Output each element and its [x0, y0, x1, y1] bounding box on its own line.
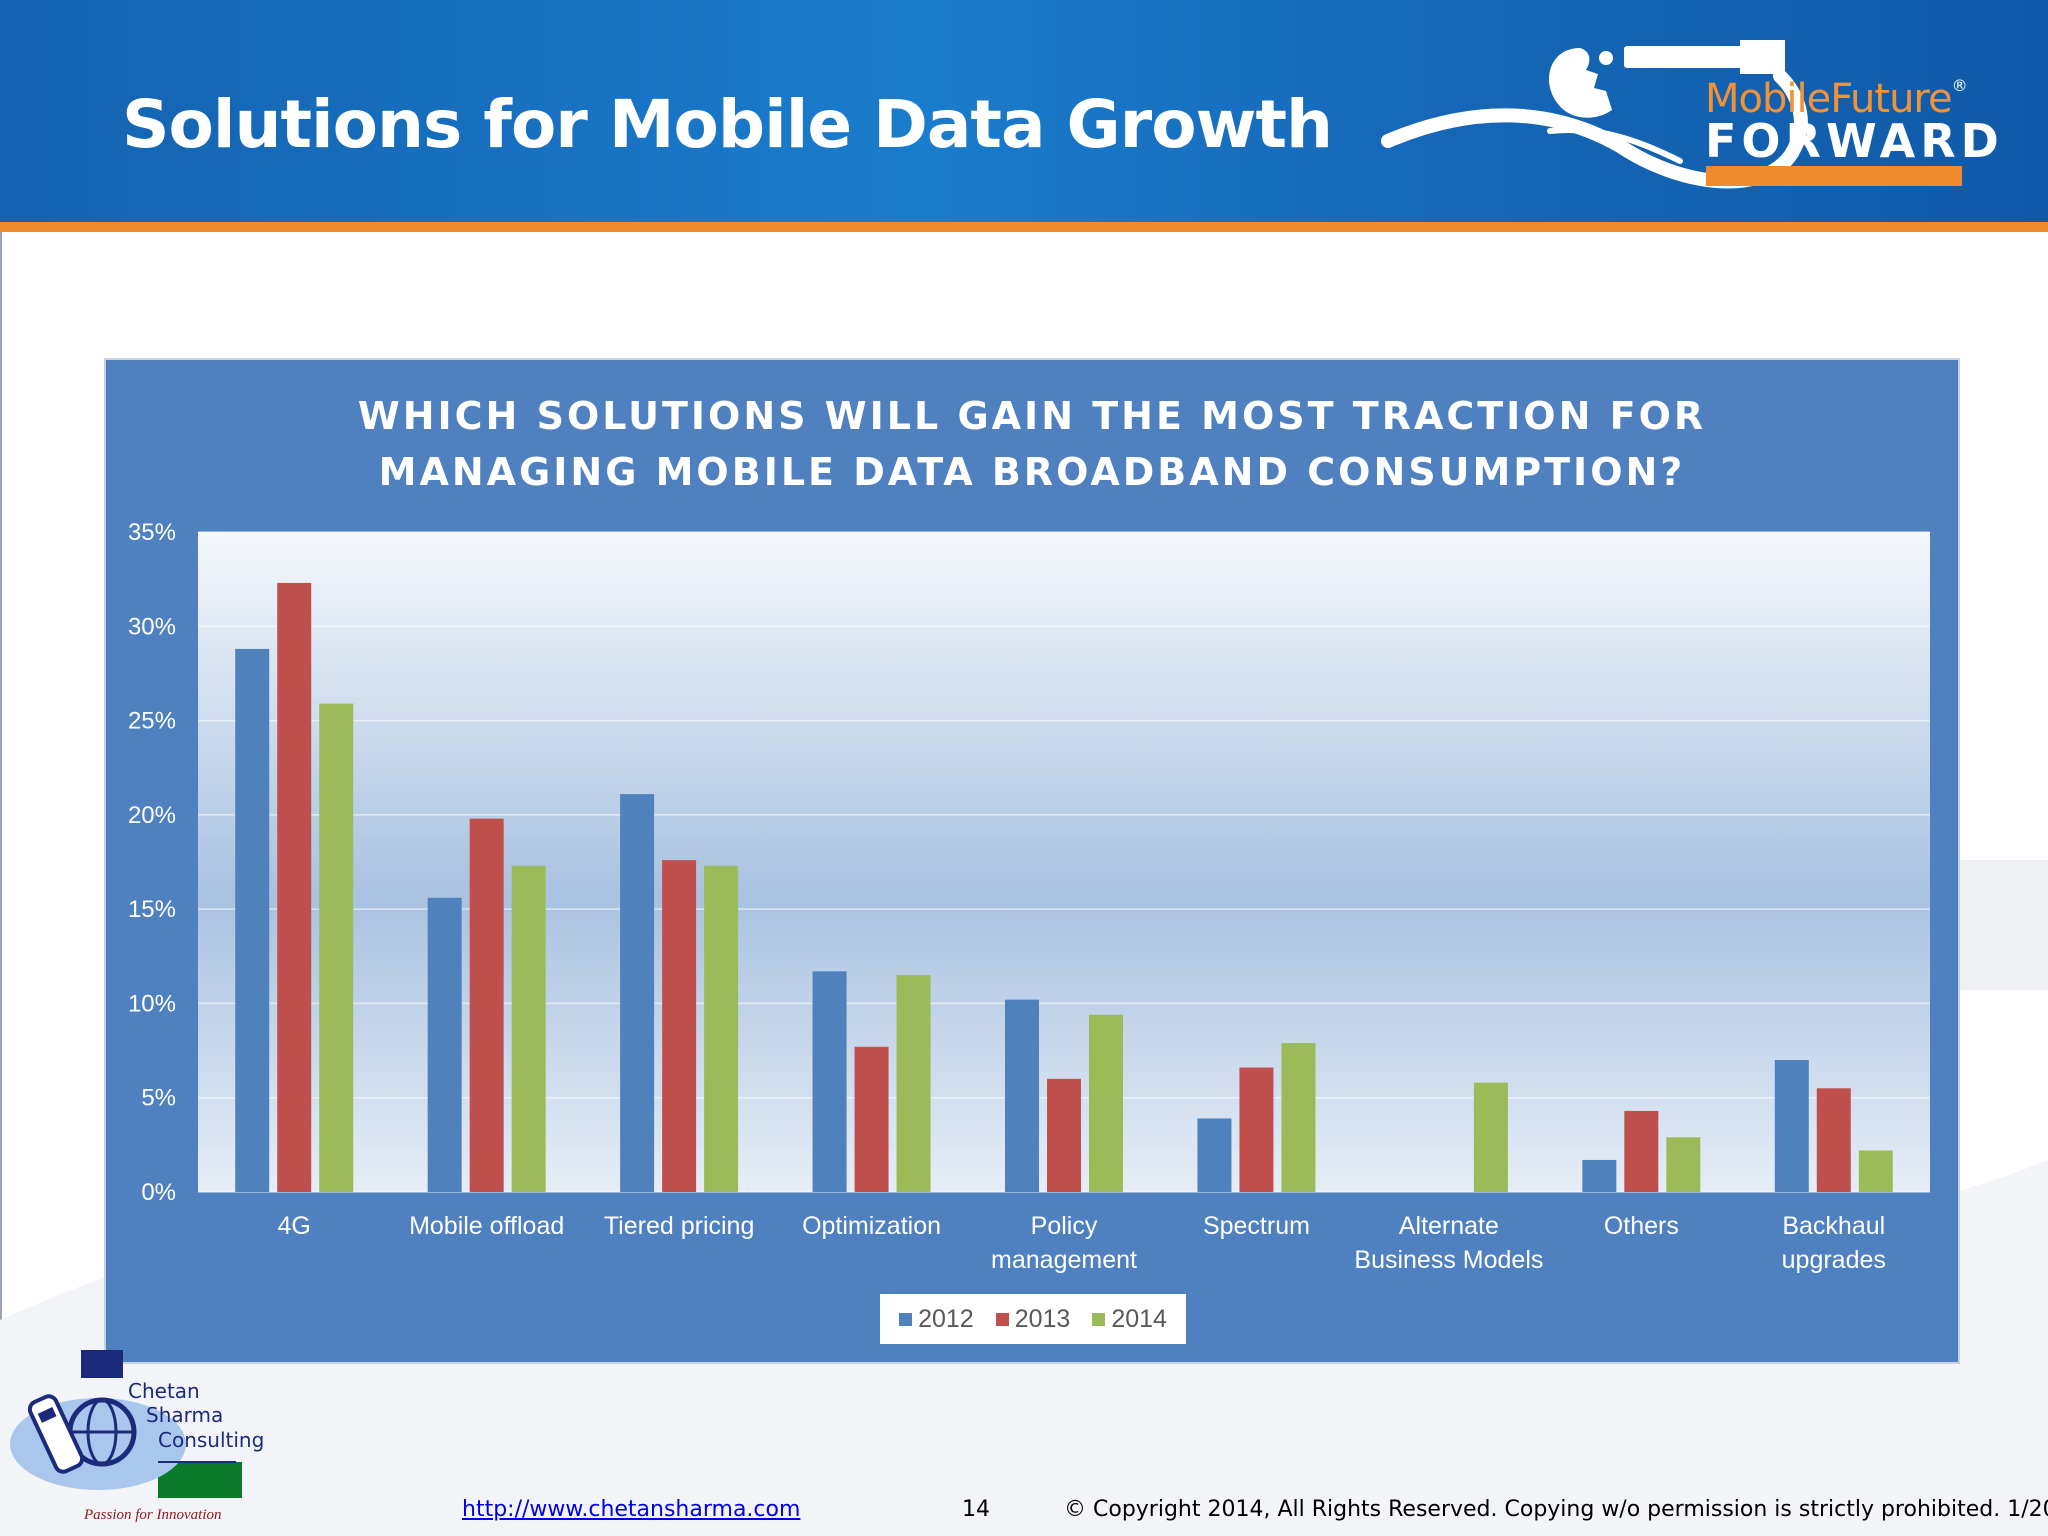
slide-left-border	[0, 232, 2, 1362]
bar-2012	[235, 648, 270, 1192]
bar-2014	[1473, 1082, 1508, 1192]
swoosh-tail-icon	[1547, 127, 1683, 164]
bar-2014	[1666, 1137, 1701, 1192]
chart-title-line-2: MANAGING MOBILE DATA BROADBAND CONSUMPTI…	[378, 450, 1686, 494]
bar-2013	[1624, 1110, 1659, 1192]
bar-2014	[704, 865, 739, 1192]
logo-orange-bar	[1706, 166, 1962, 186]
x-category-label: Spectrum	[1203, 1212, 1310, 1240]
company-name-line-3: Consulting	[158, 1428, 265, 1452]
x-category-label: 4G	[278, 1212, 311, 1240]
bar-2012	[812, 971, 847, 1192]
legend-label: 2012	[918, 1304, 974, 1333]
mobile-future-forward-logo	[1381, 40, 1808, 189]
y-tick-label: 20%	[128, 802, 176, 829]
company-name-line-2: Sharma	[146, 1403, 224, 1427]
bar-2012	[1582, 1159, 1617, 1192]
bar-2014	[319, 703, 354, 1192]
x-category-label: upgrades	[1782, 1246, 1886, 1274]
bar-2014	[511, 865, 546, 1192]
page-number: 14	[962, 1497, 990, 1522]
logo-text-forward: FORWARD	[1705, 114, 2004, 168]
x-category-label: management	[991, 1246, 1137, 1274]
legend-item-2012: 2012	[899, 1305, 974, 1334]
bar-2013	[854, 1046, 889, 1192]
bar-2012	[427, 897, 462, 1192]
website-link[interactable]: http://www.chetansharma.com	[462, 1497, 801, 1522]
x-category-label: Mobile offload	[409, 1212, 564, 1240]
x-category-label: Tiered pricing	[604, 1212, 755, 1240]
legend-label: 2014	[1111, 1304, 1167, 1333]
x-category-label: Business Models	[1354, 1246, 1543, 1274]
y-tick-label: 10%	[128, 990, 176, 1017]
x-category-label: Alternate	[1399, 1212, 1499, 1240]
legend-item-2014: 2014	[1092, 1305, 1167, 1334]
y-tick-label: 0%	[141, 1179, 176, 1206]
x-category-label: Policy	[1031, 1212, 1098, 1240]
bars	[235, 582, 1893, 1192]
logo-text-mobilefuture: MobileFuture®	[1705, 76, 1968, 122]
header-accent-stripe	[0, 222, 2048, 232]
y-tick-label: 5%	[141, 1085, 176, 1112]
copyright-notice: © Copyright 2014, All Rights Reserved. C…	[1064, 1497, 2048, 1522]
y-tick-label: 35%	[128, 519, 176, 546]
y-axis-tick-labels: 0% 5% 10% 15% 20% 25% 30% 35%	[128, 519, 176, 1206]
legend-swatch	[995, 1312, 1009, 1326]
legend-item-2013: 2013	[995, 1304, 1071, 1334]
bar-2013	[469, 818, 504, 1192]
chetan-sharma-consulting-logo	[10, 1350, 242, 1498]
legend-swatch	[1092, 1312, 1106, 1326]
bar-2012	[1197, 1118, 1232, 1192]
company-tagline: Passion for Innovation	[84, 1507, 222, 1523]
bar-2012	[1005, 999, 1039, 1192]
bar-2013	[1047, 1078, 1081, 1192]
bar-2013	[277, 582, 312, 1192]
y-tick-label: 30%	[128, 613, 176, 640]
bar-2012	[620, 794, 655, 1192]
logo-blue-block	[81, 1350, 123, 1378]
x-category-label: Optimization	[802, 1212, 941, 1240]
y-tick-label: 25%	[128, 708, 176, 735]
bar-2013	[1816, 1088, 1851, 1192]
bar-chart: 0% 5% 10% 15% 20% 25% 30% 35% 4G Mobile offload T…	[128, 519, 1930, 1274]
company-name-line-1: Chetan	[128, 1379, 200, 1403]
chart-panel: WHICH SOLUTIONS WILL GAIN THE MOST TRACT…	[104, 358, 1960, 1364]
x-axis-category-labels: 4G Mobile offload Tiered pricing Optimizati…	[278, 1212, 1886, 1274]
bar-2014	[1281, 1043, 1316, 1192]
head-silhouette-icon	[1549, 48, 1612, 118]
chart-title: WHICH SOLUTIONS WILL GAIN THE MOST TRACT…	[106, 388, 1958, 500]
chart-legend: 2012 2013 2014	[880, 1294, 1186, 1344]
telescope-eye-icon	[1599, 51, 1613, 65]
bar-2014	[896, 975, 931, 1192]
bar-2014	[1089, 1014, 1123, 1192]
x-category-label: Backhaul	[1782, 1212, 1885, 1240]
registered-mark: ®	[1951, 76, 1968, 95]
swoosh-icon	[1381, 69, 1808, 189]
bar-2013	[662, 860, 697, 1192]
chart-title-line-1: WHICH SOLUTIONS WILL GAIN THE MOST TRACT…	[357, 394, 1707, 438]
legend-swatch	[899, 1312, 913, 1326]
legend-label: 2013	[1014, 1304, 1071, 1333]
y-tick-label: 15%	[128, 896, 176, 923]
telescope-icon	[1624, 46, 1774, 68]
slide-title: Solutions for Mobile Data Growth	[122, 86, 1333, 163]
bar-2013	[1239, 1067, 1274, 1192]
x-category-label: Others	[1604, 1212, 1679, 1240]
bar-2014	[1858, 1150, 1893, 1192]
bar-2012	[1774, 1060, 1809, 1192]
